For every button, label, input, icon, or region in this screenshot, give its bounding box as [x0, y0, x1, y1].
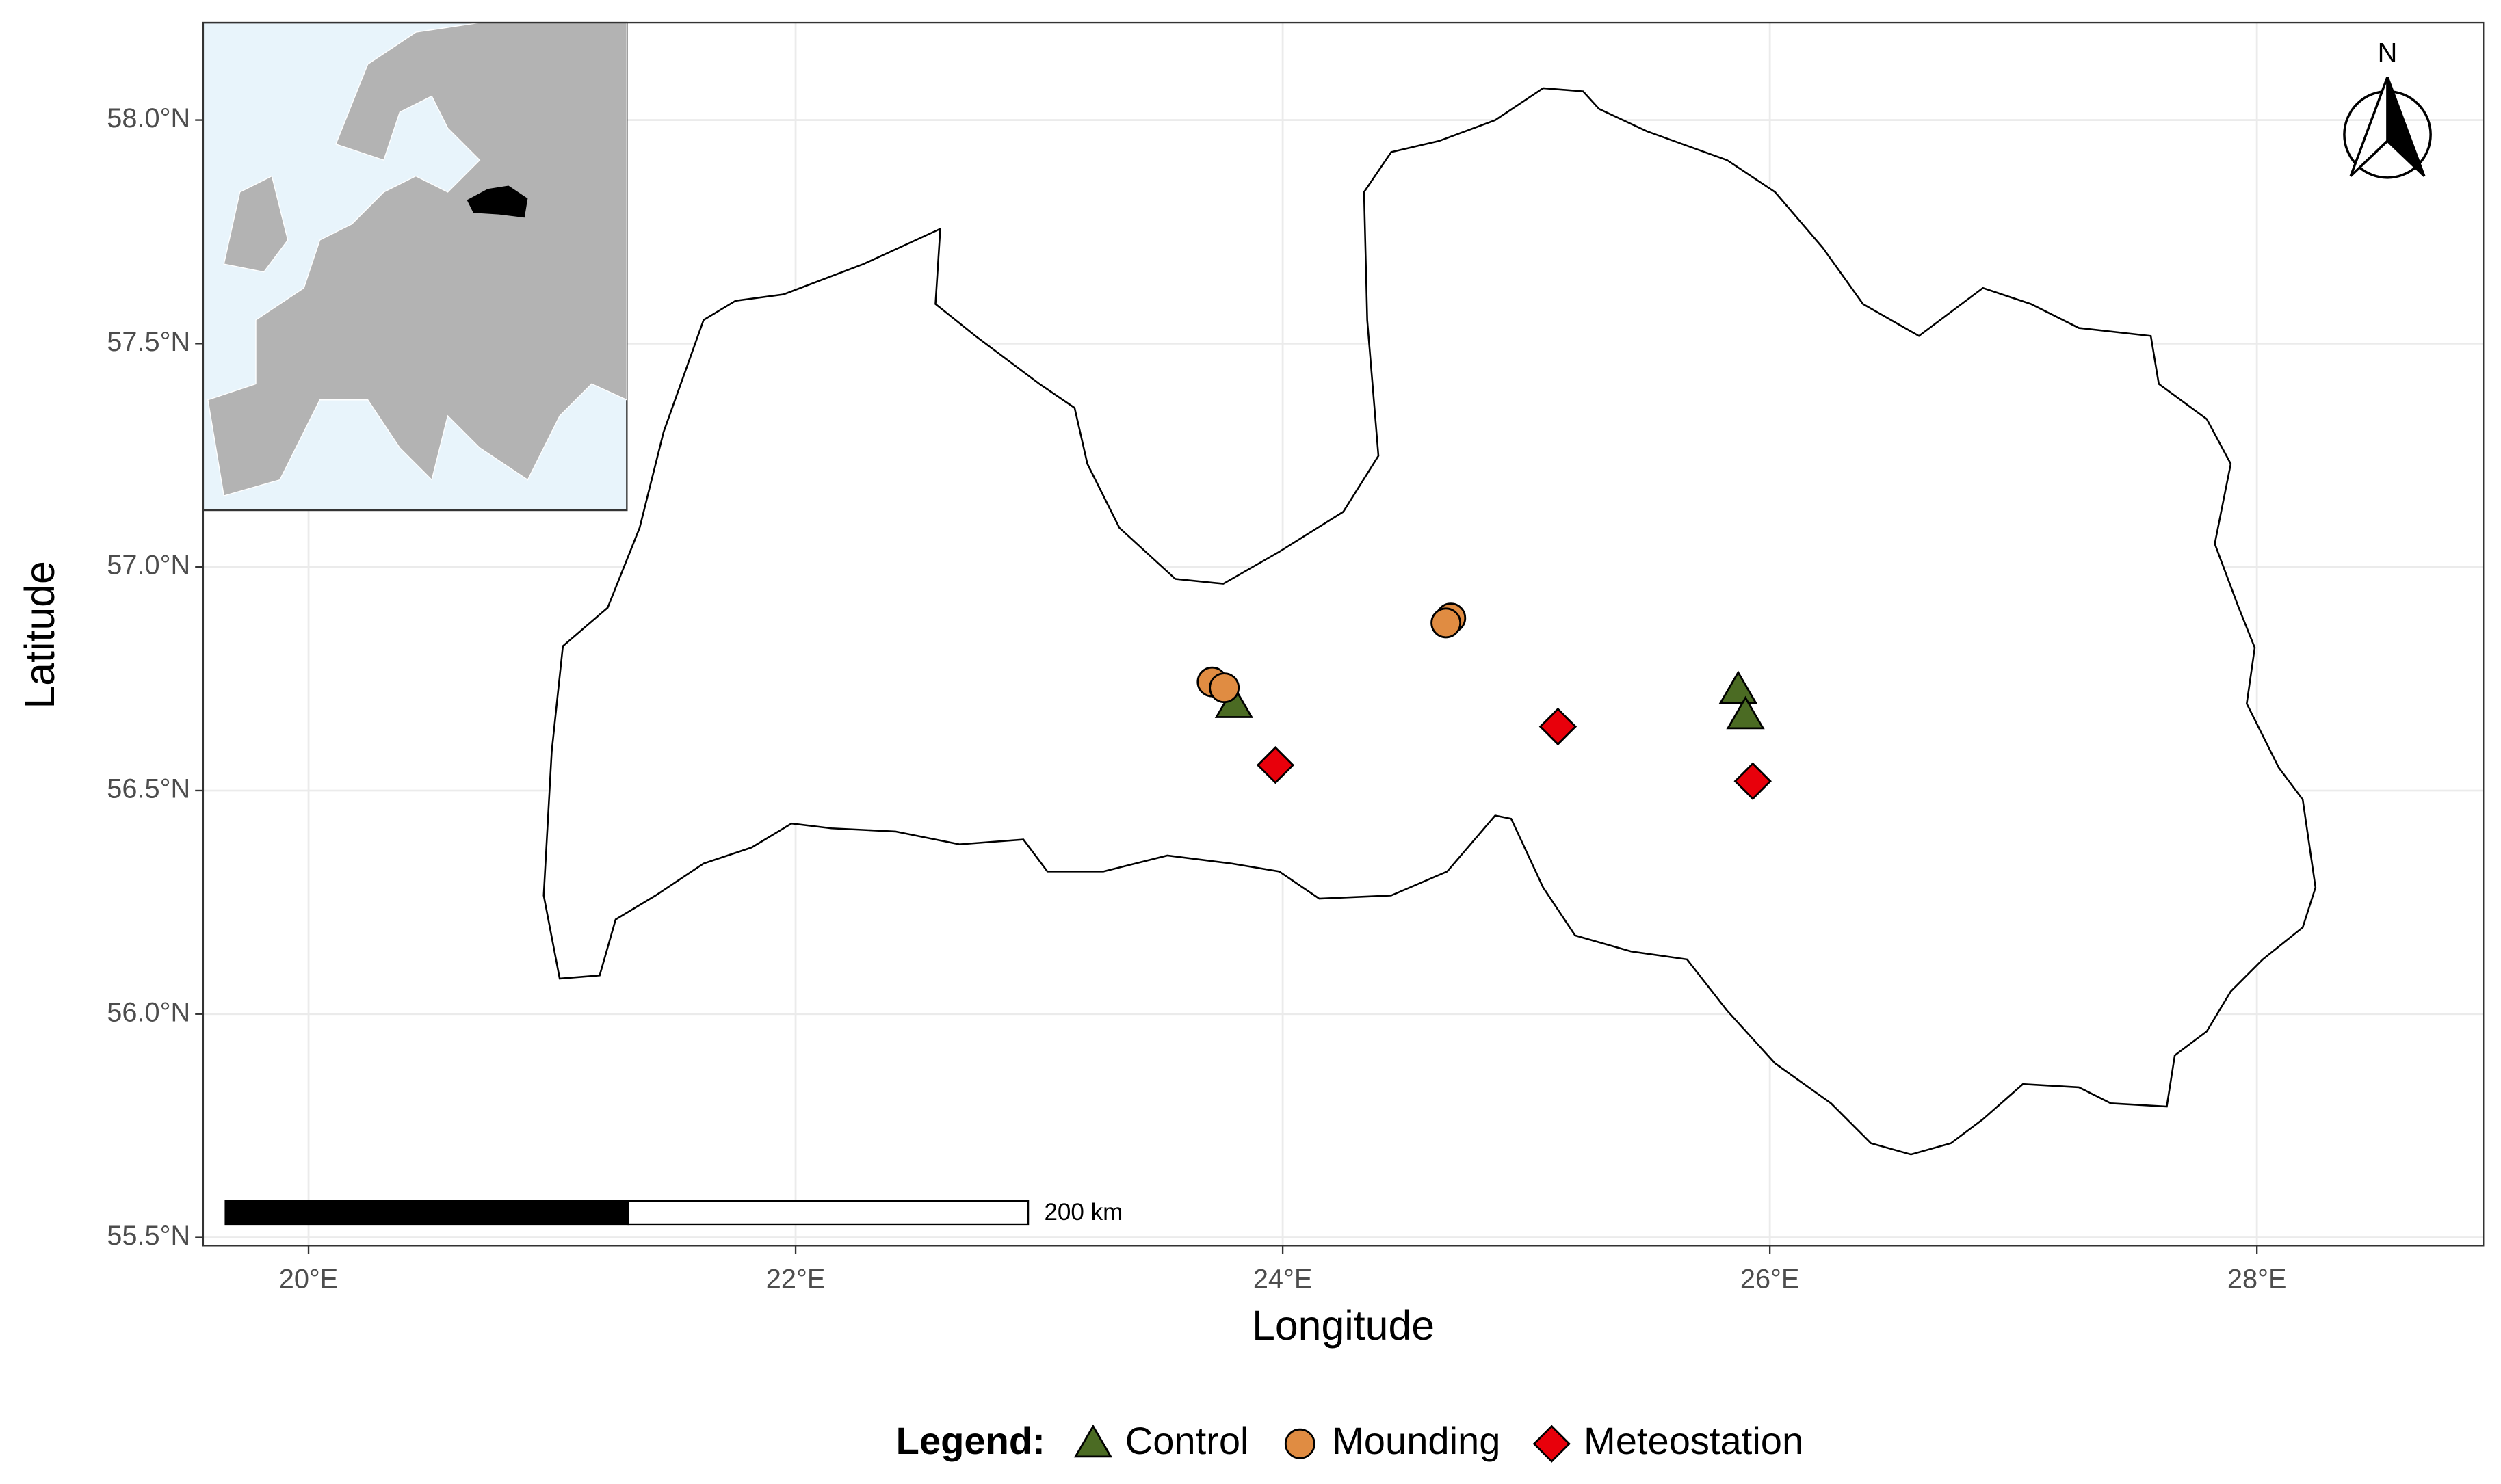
y-tick-label: 55.5°N — [107, 1221, 190, 1251]
x-axis-title: Longitude — [1252, 1302, 1435, 1349]
legend-item: Control — [1073, 1419, 1249, 1462]
marker — [1209, 672, 1240, 704]
x-tick-label: 22°E — [766, 1264, 826, 1294]
marker — [1733, 762, 1772, 800]
legend: Legend: Control Mounding Meteostation — [896, 1419, 1803, 1463]
scale-bar-label: 200 km — [1044, 1199, 1123, 1225]
legend-label: Meteostation — [1584, 1419, 1803, 1462]
x-tick-label: 26°E — [1740, 1264, 1800, 1294]
x-tick-label: 28°E — [2227, 1264, 2287, 1294]
inset-map — [202, 21, 628, 512]
legend-label: Mounding — [1332, 1419, 1500, 1462]
y-tick-label: 56.5°N — [107, 773, 190, 804]
north-arrow: N — [2343, 38, 2432, 179]
marker — [1073, 1424, 1113, 1458]
legend-title: Legend: — [896, 1419, 1045, 1462]
latvia-outline — [542, 87, 2317, 1156]
marker — [1256, 746, 1295, 784]
y-tick-label: 57.0°N — [107, 551, 190, 581]
legend-item: Meteostation — [1532, 1419, 1803, 1463]
marker — [1538, 707, 1577, 746]
points — [1196, 602, 1772, 800]
y-axis-title: Latitude — [16, 561, 63, 708]
marker — [1284, 1428, 1315, 1459]
legend-item: Mounding — [1284, 1419, 1500, 1462]
marker — [1430, 607, 1462, 639]
legend-label: Control — [1125, 1419, 1249, 1462]
inset-latvia — [467, 185, 528, 218]
marker — [1532, 1425, 1571, 1463]
x-tick-label: 24°E — [1253, 1264, 1313, 1294]
scale-bar: 200 km — [224, 1199, 1123, 1226]
y-tick-label: 56.0°N — [107, 997, 190, 1027]
y-tick-label: 58.0°N — [107, 103, 190, 133]
north-label: N — [2378, 38, 2398, 68]
marker — [1726, 695, 1765, 730]
marker — [1718, 670, 1758, 704]
panel-border — [202, 21, 2485, 1247]
x-tick-label: 20°E — [279, 1264, 339, 1294]
y-tick-label: 57.5°N — [107, 327, 190, 357]
